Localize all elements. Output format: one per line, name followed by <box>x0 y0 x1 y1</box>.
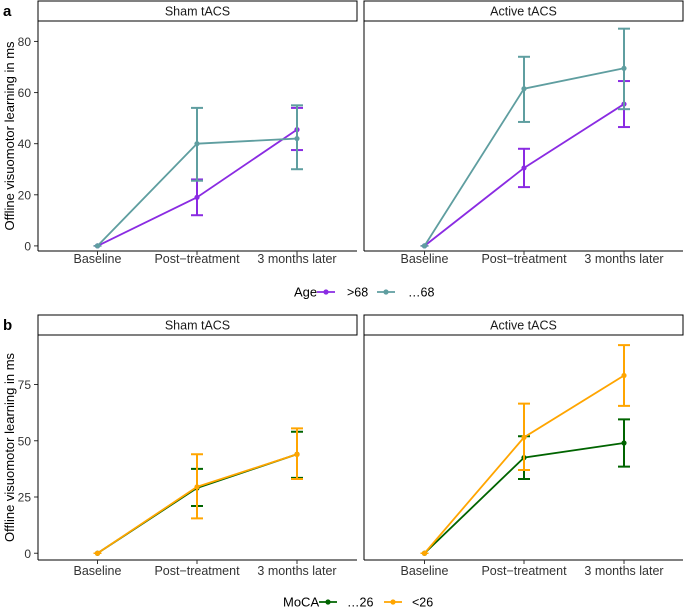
series-lt26 <box>420 344 630 556</box>
data-point <box>294 451 300 457</box>
x-tick-label: Baseline <box>74 252 122 266</box>
data-point <box>194 194 200 200</box>
data-point <box>94 550 101 556</box>
x-tick-label: Baseline <box>74 564 122 578</box>
legend-key-point <box>390 599 396 605</box>
series-lt26 <box>93 427 303 556</box>
x-tick-label: Baseline <box>401 564 449 578</box>
y-tick-label: 80 <box>18 35 32 49</box>
data-point <box>521 165 527 171</box>
legend-key-point <box>323 289 329 295</box>
y-tick-label: 75 <box>18 378 32 392</box>
series-over68 <box>420 80 630 249</box>
series-le68 <box>420 27 630 249</box>
legend-label: …26 <box>347 596 373 608</box>
facet-strip <box>37 314 358 336</box>
legend-key-point <box>325 599 331 605</box>
facet-strip-label: Active tACS <box>490 5 557 19</box>
facet-strip <box>363 0 684 22</box>
panel-a: a Offline visuomotor learning in ms 0 20 40 6… <box>2 0 684 300</box>
legend-label: …68 <box>408 286 434 300</box>
y-axis-title-a: Offline visuomotor learning in ms <box>2 41 17 231</box>
facet-a-1: Active tACS Baseline Post−treatment 3 month… <box>363 0 684 266</box>
facet-strip-label: Sham tACS <box>165 5 230 19</box>
series-le26 <box>420 418 630 556</box>
y-axis-title-b: Offline visuomotor learning in ms <box>2 352 17 542</box>
facet-b-0: Sham tACS Baseline Post−treatment 3 months … <box>37 314 358 578</box>
facet-strip-label: Sham tACS <box>165 319 230 333</box>
data-point <box>421 243 428 249</box>
legend-title: Age <box>294 285 317 300</box>
facet-b-1: Active tACS Baseline Post−treatment 3 month… <box>363 314 684 578</box>
facet-a-0: Sham tACS Baseline Post−treatment 3 months … <box>37 0 358 266</box>
data-point <box>194 141 200 147</box>
legend-b: MoCA …26 <26 <box>283 595 433 610</box>
y-tick-label: 25 <box>18 491 32 505</box>
x-tick-label: Post−treatment <box>481 564 567 578</box>
legend-title: MoCA <box>283 595 319 608</box>
data-point <box>421 550 428 556</box>
data-point <box>94 243 101 249</box>
y-tick-label: 40 <box>18 137 32 151</box>
y-tick-label: 0 <box>24 239 31 253</box>
panel-label-a: a <box>3 3 12 20</box>
x-tick-label: Post−treatment <box>154 564 240 578</box>
data-point <box>521 86 527 92</box>
data-point <box>621 440 627 446</box>
series-over68 <box>93 106 303 249</box>
facet-strip <box>37 0 358 22</box>
data-point <box>194 484 200 490</box>
facet-strip <box>363 314 684 336</box>
data-point <box>294 135 300 142</box>
data-point <box>521 434 527 440</box>
x-tick-label: 3 months later <box>257 252 336 266</box>
legend-label: >68 <box>347 286 368 300</box>
legend-key-point <box>383 289 389 295</box>
legend-a: Age >68 …68 <box>294 285 434 300</box>
y-tick-label: 50 <box>18 434 32 448</box>
x-tick-label: Post−treatment <box>481 252 567 266</box>
panel-b: b Offline visuomotor learning in ms 0 25 50 7… <box>2 314 684 610</box>
data-point <box>621 65 627 71</box>
x-tick-label: 3 months later <box>584 252 663 266</box>
x-tick-label: Baseline <box>401 252 449 266</box>
y-tick-label: 20 <box>18 188 32 202</box>
series-le26 <box>93 430 303 556</box>
legend-label: <26 <box>412 596 433 608</box>
panel-label-b: b <box>3 317 12 334</box>
y-tick-label: 0 <box>24 547 31 561</box>
y-tick-label: 60 <box>18 86 32 100</box>
data-point <box>621 372 627 379</box>
series-le68 <box>93 104 303 249</box>
x-tick-label: Post−treatment <box>154 252 240 266</box>
facet-strip-label: Active tACS <box>490 319 557 333</box>
x-tick-label: 3 months later <box>584 564 663 578</box>
x-tick-label: 3 months later <box>257 564 336 578</box>
